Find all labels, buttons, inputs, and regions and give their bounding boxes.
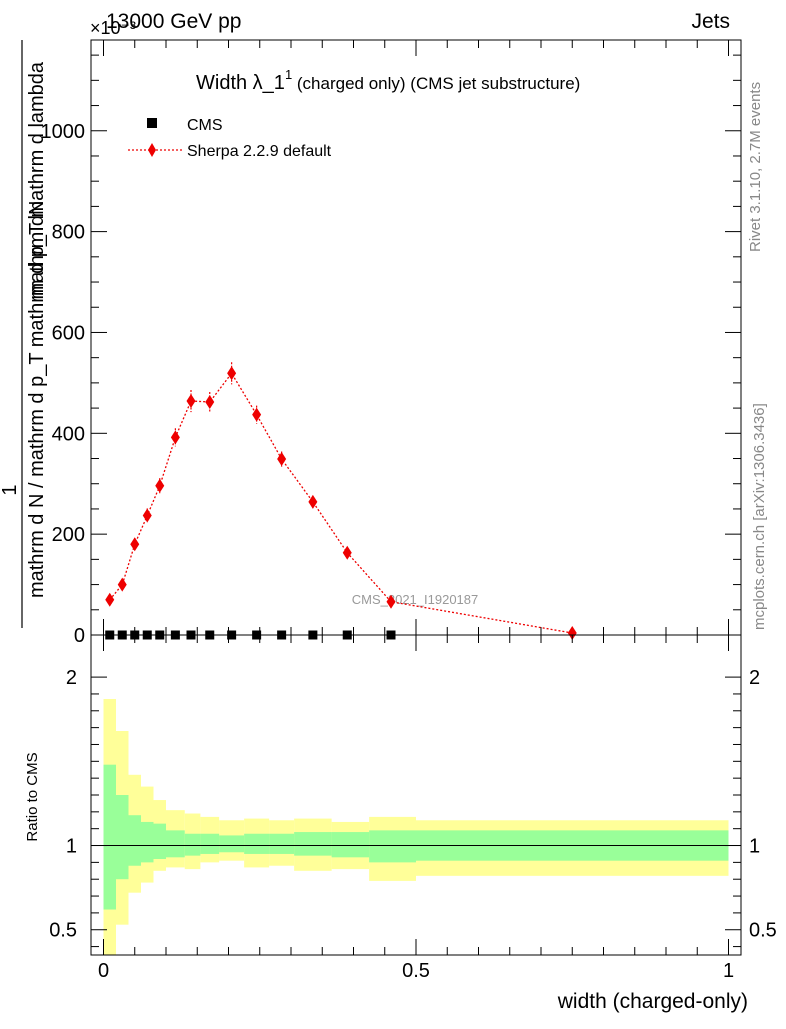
- ratio-y-tick-label: 2: [66, 667, 77, 689]
- ratio-stat-band: [184, 833, 201, 856]
- ratio-stat-band: [294, 832, 332, 856]
- ratio-stat-band: [200, 833, 220, 854]
- sherpa-data-point: [277, 452, 287, 467]
- ratio-stat-band: [219, 835, 245, 853]
- sherpa-data-point: [252, 407, 262, 422]
- ratio-stat-band: [369, 830, 416, 863]
- y-label-numerator: mathrm dN: [26, 201, 48, 300]
- legend-cms-marker: [147, 118, 157, 128]
- sherpa-data-point: [342, 545, 352, 560]
- ratio-stat-band: [153, 823, 166, 859]
- ratio-panel-frame: [90, 634, 742, 956]
- y-label-denominator: mathrm d N / mathrm d p_T mathrm d p_T m…: [26, 61, 48, 598]
- process-label: Jets: [691, 10, 730, 33]
- analysis-watermark: CMS_2021_I1920187: [352, 592, 479, 607]
- ratio-y-axis-label: Ratio to CMS: [24, 752, 41, 841]
- y-label-one: 1: [0, 484, 21, 495]
- x-axis-label: width (charged-only): [557, 990, 748, 1013]
- ratio-stat-band: [116, 795, 129, 880]
- ratio-y-tick-label: 1: [66, 836, 77, 858]
- ratio-stat-band: [244, 833, 270, 854]
- y-tick-label: 200: [52, 524, 85, 546]
- ratio-stat-band: [103, 764, 116, 910]
- ratio-stat-band: [331, 832, 370, 858]
- energy-label: 13000 GeV pp: [106, 10, 241, 33]
- main-data-layer: [105, 362, 577, 640]
- ratio-stat-band: [128, 815, 141, 866]
- mcplots-reference-label: mcplots.cern.ch [arXiv:1306.3436]: [751, 403, 768, 630]
- x-tick-labels: 0 0.5 1: [98, 960, 734, 982]
- legend-sherpa-marker: [148, 143, 156, 157]
- sherpa-data-point: [205, 395, 215, 410]
- y-tick-label: 400: [52, 423, 85, 445]
- y-tick-label: 0: [74, 625, 85, 647]
- x-tick-label: 0: [98, 960, 109, 982]
- legend-cms-label: CMS: [187, 117, 223, 134]
- sherpa-data-point: [308, 494, 318, 509]
- ratio-stat-band: [141, 821, 154, 863]
- main-x-ticks: [103, 40, 729, 635]
- chart-title: Width λ_11 (charged only) (CMS jet subst…: [196, 67, 580, 94]
- y-multiplier-label: ×10⁻³: [90, 18, 136, 38]
- legend-sherpa-label: Sherpa 2.2.9 default: [187, 143, 332, 160]
- y-tick-label: 1000: [41, 121, 86, 143]
- main-y-axis-label: mathrm dN 1 mathrm d N / mathrm d p_T ma…: [0, 40, 48, 628]
- sherpa-data-point: [130, 537, 140, 552]
- x-tick-label: 0.5: [402, 960, 430, 982]
- y-tick-label: 800: [52, 222, 85, 244]
- sherpa-data-point: [117, 577, 127, 592]
- y-tick-label: 600: [52, 322, 85, 344]
- sherpa-line: [109, 372, 573, 634]
- ratio-stat-band: [269, 833, 295, 854]
- ratio-stat-band: [166, 830, 185, 858]
- main-y-ticks: 0 200 400 600 800 1000: [41, 54, 741, 647]
- x-tick-label: 1: [723, 960, 734, 982]
- ratio-y-tick-label-right: 0.5: [749, 920, 777, 942]
- sherpa-data-point: [386, 594, 396, 609]
- ratio-y-tick-label-right: 2: [749, 667, 760, 689]
- sherpa-data-point: [170, 430, 180, 445]
- sherpa-data-point: [186, 394, 196, 409]
- sherpa-data-point: [142, 508, 152, 523]
- rivet-version-label: Rivet 3.1.10, 2.7M events: [747, 82, 764, 252]
- ratio-bands-layer: [91, 699, 741, 955]
- sherpa-data-point: [155, 478, 165, 493]
- ratio-y-tick-label-right: 1: [749, 836, 760, 858]
- ratio-ticks-layer: 0.5 0.5 1 1 2 2: [49, 635, 777, 955]
- ratio-y-tick-label: 0.5: [49, 920, 77, 942]
- sherpa-data-point: [105, 592, 115, 607]
- sherpa-data-point: [567, 625, 577, 640]
- sherpa-data-point: [227, 366, 237, 381]
